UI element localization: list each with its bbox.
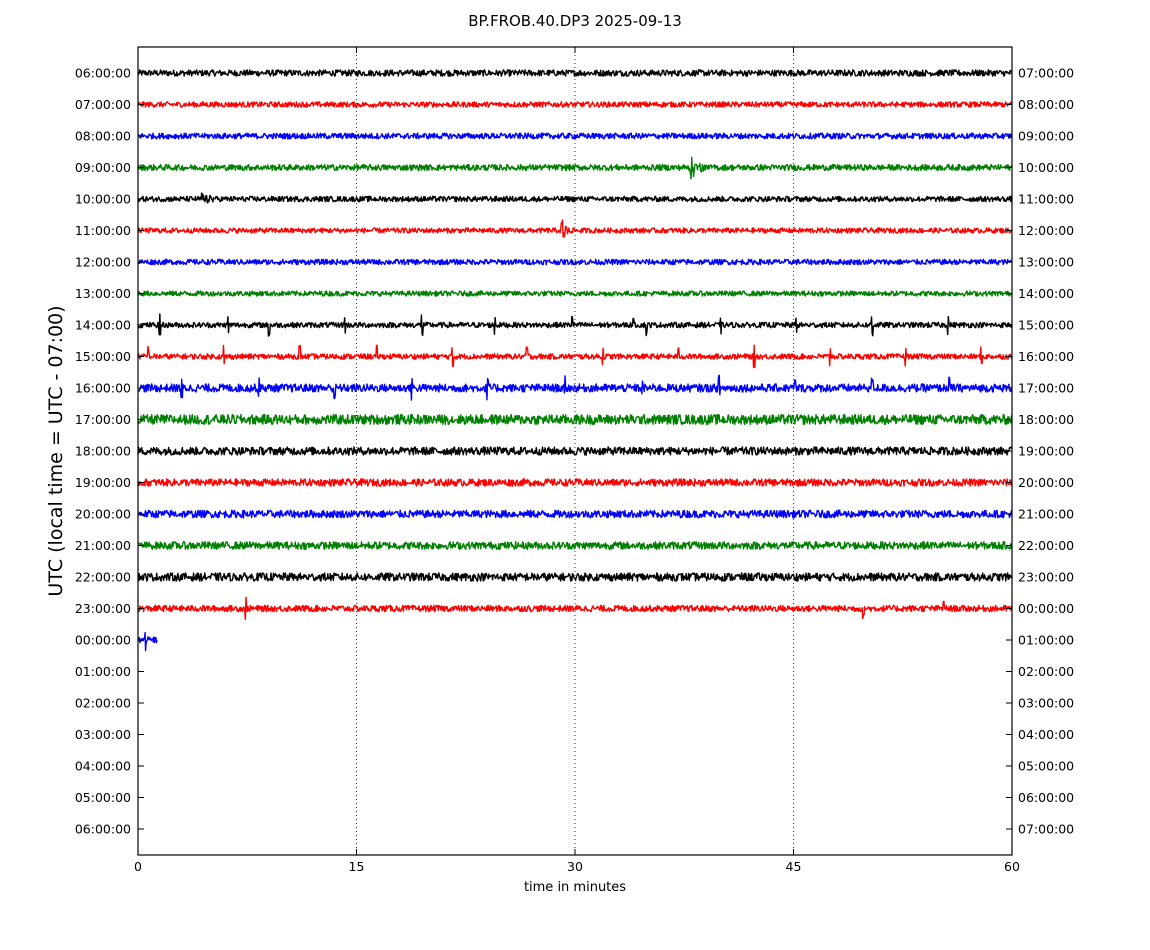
y-axis-label: UTC (local time = UTC - 07:00) — [45, 305, 67, 596]
trace-line — [137, 192, 1013, 204]
y-tick-label-left: 21:00:00 — [75, 538, 131, 553]
y-tick-label-right: 07:00:00 — [1018, 66, 1074, 81]
y-tick-label-left: 20:00:00 — [75, 507, 131, 522]
y-tick-label-right: 06:00:00 — [1018, 790, 1074, 805]
y-tick-label-left: 08:00:00 — [75, 129, 131, 144]
trace-line — [137, 258, 1013, 266]
x-tick-label: 60 — [1004, 859, 1020, 874]
y-tick-label-left: 06:00:00 — [75, 822, 131, 837]
right-time-axis: 07:00:00 08:00:00 09:00:00 10:00:00 11:00:00… — [1006, 66, 1074, 837]
y-tick-label-right: 20:00:00 — [1018, 475, 1074, 490]
y-tick-label-right: 09:00:00 — [1018, 129, 1074, 144]
y-tick-label-left: 04:00:00 — [75, 759, 131, 774]
trace-line — [137, 572, 1013, 582]
trace-line — [137, 132, 1013, 140]
trace-line — [137, 413, 1013, 426]
y-tick-label-right: 10:00:00 — [1018, 160, 1074, 175]
y-tick-label-left: 05:00:00 — [75, 790, 131, 805]
y-tick-label-right: 17:00:00 — [1018, 381, 1074, 396]
x-axis-label: time in minutes — [524, 880, 626, 895]
y-tick-label-left: 22:00:00 — [75, 570, 131, 585]
y-tick-label-left: 18:00:00 — [75, 444, 131, 459]
y-tick-label-left: 10:00:00 — [75, 192, 131, 207]
trace-line — [137, 374, 1013, 401]
x-tick-label: 30 — [567, 859, 583, 874]
y-tick-label-right: 18:00:00 — [1018, 412, 1074, 427]
y-tick-label-right: 05:00:00 — [1018, 759, 1074, 774]
y-tick-label-right: 07:00:00 — [1018, 822, 1074, 837]
trace-line — [137, 69, 1013, 77]
y-tick-label-left: 15:00:00 — [75, 349, 131, 364]
y-tick-label-right: 11:00:00 — [1018, 192, 1074, 207]
y-tick-label-right: 14:00:00 — [1018, 286, 1074, 301]
y-tick-label-left: 07:00:00 — [75, 97, 131, 112]
y-tick-label-right: 16:00:00 — [1018, 349, 1074, 364]
chart-title: BP.FROB.40.DP3 2025-09-13 — [468, 12, 682, 30]
y-tick-label-left: 11:00:00 — [75, 223, 131, 238]
trace-line — [137, 596, 1013, 621]
y-tick-label-right: 04:00:00 — [1018, 727, 1074, 742]
y-tick-label-left: 17:00:00 — [75, 412, 131, 427]
trace-line — [137, 313, 1013, 337]
y-tick-label-right: 12:00:00 — [1018, 223, 1074, 238]
trace-line — [137, 101, 1013, 108]
y-tick-label-right: 15:00:00 — [1018, 318, 1074, 333]
y-tick-label-left: 01:00:00 — [75, 664, 131, 679]
y-tick-label-right: 23:00:00 — [1018, 570, 1074, 585]
seismic-traces — [137, 69, 1013, 652]
y-tick-label-left: 13:00:00 — [75, 286, 131, 301]
y-tick-label-right: 21:00:00 — [1018, 507, 1074, 522]
trace-line — [137, 631, 158, 652]
y-tick-label-left: 09:00:00 — [75, 160, 131, 175]
x-axis: 0 15 30 45 60 — [134, 47, 1020, 874]
y-tick-label-left: 19:00:00 — [75, 475, 131, 490]
y-tick-label-right: 19:00:00 — [1018, 444, 1074, 459]
left-time-axis: 06:00:00 07:00:00 08:00:00 09:00:00 10:00:00… — [75, 66, 144, 837]
trace-line — [137, 219, 1013, 238]
trace-line — [137, 478, 1013, 487]
y-tick-label-right: 22:00:00 — [1018, 538, 1074, 553]
trace-line — [137, 290, 1013, 297]
y-tick-label-right: 13:00:00 — [1018, 255, 1074, 270]
trace-line — [137, 509, 1013, 519]
y-tick-label-right: 02:00:00 — [1018, 664, 1074, 679]
y-tick-label-left: 23:00:00 — [75, 601, 131, 616]
y-tick-label-left: 12:00:00 — [75, 255, 131, 270]
y-tick-label-left: 06:00:00 — [75, 66, 131, 81]
y-tick-label-left: 16:00:00 — [75, 381, 131, 396]
x-tick-label: 15 — [349, 859, 365, 874]
x-tick-label: 45 — [786, 859, 802, 874]
trace-line — [137, 541, 1013, 550]
y-tick-label-right: 01:00:00 — [1018, 633, 1074, 648]
y-tick-label-right: 03:00:00 — [1018, 696, 1074, 711]
trace-line — [137, 446, 1013, 456]
y-tick-label-left: 03:00:00 — [75, 727, 131, 742]
y-tick-label-right: 08:00:00 — [1018, 97, 1074, 112]
y-tick-label-left: 14:00:00 — [75, 318, 131, 333]
y-tick-label-left: 02:00:00 — [75, 696, 131, 711]
trace-line — [137, 156, 1013, 180]
y-tick-label-right: 00:00:00 — [1018, 601, 1074, 616]
x-tick-label: 0 — [134, 859, 142, 874]
trace-line — [137, 344, 1013, 369]
y-tick-label-left: 00:00:00 — [75, 633, 131, 648]
